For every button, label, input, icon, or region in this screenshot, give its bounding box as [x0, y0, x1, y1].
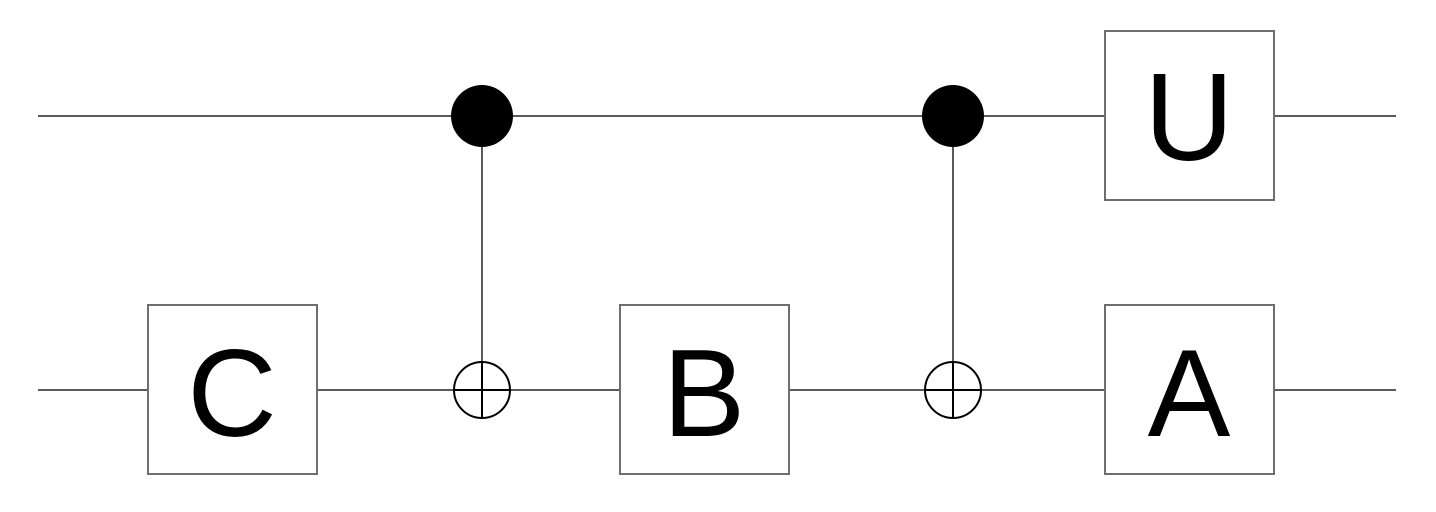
cnot-2-target [924, 361, 982, 419]
gate-a-label: A [1148, 325, 1231, 463]
gate-c-label: C [187, 325, 277, 463]
gate-a-box [1104, 304, 1275, 475]
gate-u: U [1104, 30, 1275, 201]
cnot-1-control-dot [451, 85, 513, 147]
gate-c-box [147, 304, 318, 475]
gate-u-box [1104, 30, 1275, 201]
gate-u-label: U [1144, 49, 1234, 187]
cnot-gate-1 [451, 85, 513, 419]
gate-b-label: B [663, 325, 746, 463]
cnot-gate-2 [922, 85, 984, 419]
cnot-1-target [453, 361, 511, 419]
gate-b: B [619, 304, 790, 475]
gate-b-box [619, 304, 790, 475]
gate-c: C [147, 304, 318, 475]
gate-a: A [1104, 304, 1275, 475]
cnot-2-control-dot [922, 85, 984, 147]
